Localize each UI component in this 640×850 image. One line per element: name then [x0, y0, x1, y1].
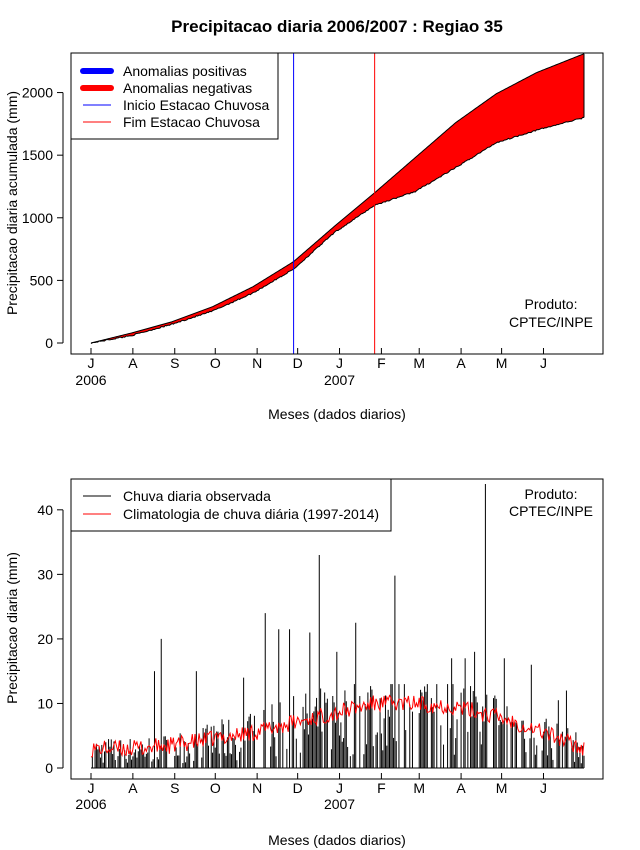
- chart-title: Precipitacao diaria 2006/2007 : Regiao 3…: [171, 17, 503, 36]
- credit-line1-bottom: Produto:: [525, 486, 578, 502]
- x-tick-label: M: [413, 355, 425, 371]
- y-axis-bottom: 0 10 20 30 40: [37, 502, 64, 776]
- observed-cumulative-line: [90, 116, 585, 345]
- y-tick-label: 2000: [22, 85, 53, 101]
- x-tick-label: D: [293, 355, 303, 371]
- x-tick-label: J: [540, 780, 547, 796]
- x-year-label: 2006: [75, 372, 106, 388]
- x-tick-label: J: [88, 780, 95, 796]
- legend-label-climatology: Climatologia de chuva diária (1997-2014): [123, 506, 379, 522]
- x-tick-label: J: [540, 355, 547, 371]
- x-tick-label: N: [252, 355, 262, 371]
- x-tick-label: J: [336, 780, 343, 796]
- x-tick-label: F: [377, 355, 386, 371]
- x-tick-label: A: [128, 780, 138, 796]
- x-tick-label: S: [170, 780, 179, 796]
- negative-anomaly-area: [91, 53, 584, 344]
- y-axis-label-bottom: Precipitacao diaria (mm): [4, 552, 20, 704]
- x-year-label: 2006: [75, 796, 106, 812]
- y-axis-top: 0 500 1000 1500 2000: [22, 85, 64, 351]
- x-tick-label: A: [128, 355, 138, 371]
- x-tick-label: M: [413, 780, 425, 796]
- climatology-daily-line: [90, 694, 585, 758]
- cumulative-data-layer: [90, 53, 585, 354]
- x-year-label: 2007: [324, 372, 355, 388]
- credit-line2-top: CPTEC/INPE: [509, 314, 593, 330]
- credit-line1-top: Produto:: [525, 296, 578, 312]
- legend-label-season-start: Inicio Estacao Chuvosa: [123, 97, 270, 113]
- legend-label-positive: Anomalias positivas: [123, 63, 247, 79]
- legend-top: Anomalias positivas Anomalias negativas …: [70, 52, 279, 140]
- y-tick-label: 0: [45, 760, 53, 776]
- x-tick-label: S: [170, 355, 179, 371]
- y-tick-label: 20: [37, 631, 53, 647]
- climatology-cumulative-line: [90, 53, 585, 344]
- x-tick-label: O: [210, 355, 221, 371]
- x-axis-label-bottom: Meses (dados diarios): [268, 832, 406, 848]
- legend-bottom: Chuva diaria observada Climatologia de c…: [70, 478, 392, 532]
- x-tick-label: N: [252, 780, 262, 796]
- y-tick-label: 10: [37, 695, 53, 711]
- y-axis-label-top: Precipitacao diaria acumulada (mm): [4, 91, 20, 315]
- x-axis-label-top: Meses (dados diarios): [268, 406, 406, 422]
- x-tick-label: A: [456, 780, 466, 796]
- x-tick-label: J: [336, 355, 343, 371]
- credit-line2-bottom: CPTEC/INPE: [509, 503, 593, 519]
- legend-label-observed: Chuva diaria observada: [123, 488, 271, 504]
- x-tick-label: D: [293, 780, 303, 796]
- x-tick-label: A: [456, 355, 466, 371]
- y-tick-label: 1500: [22, 147, 53, 163]
- daily-data-layer: [90, 484, 585, 769]
- x-tick-label: F: [377, 780, 386, 796]
- y-tick-label: 40: [37, 502, 53, 518]
- x-tick-label: M: [496, 780, 508, 796]
- x-tick-label: O: [210, 780, 221, 796]
- y-tick-label: 30: [37, 566, 53, 582]
- y-tick-label: 1000: [22, 210, 53, 226]
- legend-box-top: [70, 52, 279, 140]
- x-tick-label: M: [496, 355, 508, 371]
- legend-label-season-end: Fim Estacao Chuvosa: [123, 114, 260, 130]
- legend-label-negative: Anomalias negativas: [123, 80, 252, 96]
- legend-box-bottom: [70, 478, 392, 532]
- y-tick-label: 0: [45, 335, 53, 351]
- x-tick-label: J: [88, 355, 95, 371]
- y-tick-label: 500: [30, 272, 54, 288]
- x-year-label: 2007: [324, 796, 355, 812]
